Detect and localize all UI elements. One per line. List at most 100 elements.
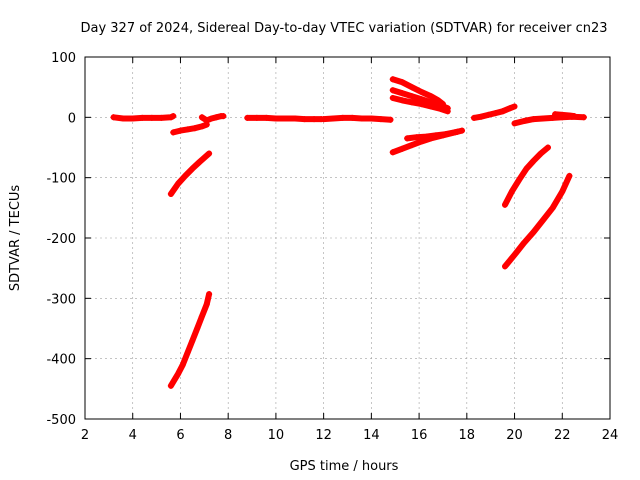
data-point-marker (502, 263, 508, 270)
data-point-marker (272, 115, 279, 122)
data-point-marker (177, 127, 184, 134)
data-point-marker (189, 165, 196, 172)
data-point-marker (540, 216, 547, 223)
data-point-marker (523, 165, 530, 172)
data-point-marker (408, 142, 415, 149)
data-point-marker (282, 115, 289, 122)
data-series-arc-16 (502, 144, 551, 208)
data-point-marker (170, 129, 177, 136)
data-point-marker (263, 114, 270, 121)
data-point-marker (545, 144, 551, 151)
data-point-marker (167, 191, 174, 197)
x-tick-label: 2 (81, 428, 89, 443)
data-series-arc-6 (167, 150, 213, 197)
data-point-marker (432, 132, 439, 139)
x-axis-title: GPS time / hours (290, 459, 399, 474)
data-point-marker (349, 114, 356, 121)
data-point-marker (399, 79, 406, 86)
x-tick-label: 6 (176, 428, 184, 443)
data-point-marker (423, 133, 430, 140)
data-point-marker (540, 115, 547, 122)
data-point-marker (566, 172, 573, 179)
data-point-marker (253, 114, 260, 121)
data-point-marker (399, 145, 406, 152)
data-point-marker (499, 108, 506, 115)
data-point-marker (516, 176, 523, 183)
data-point-marker (502, 201, 508, 208)
x-tick-label: 16 (411, 428, 428, 443)
data-point-marker (208, 115, 215, 122)
data-point-marker (196, 159, 203, 165)
data-point-marker (201, 154, 208, 161)
data-point-marker (182, 172, 189, 179)
data-point-marker (580, 114, 587, 121)
data-point-marker (428, 103, 434, 110)
data-point-marker (189, 337, 196, 344)
data-point-marker (170, 113, 177, 120)
x-tick-label: 8 (224, 428, 232, 443)
data-point-marker (521, 118, 528, 124)
data-series-arc-17 (502, 172, 573, 270)
data-point-marker (184, 126, 191, 133)
data-point-marker (148, 114, 155, 121)
data-point-marker (213, 114, 220, 121)
data-point-marker (549, 204, 556, 211)
data-point-marker (167, 382, 174, 389)
x-tick-label: 20 (506, 428, 523, 443)
data-point-marker (358, 115, 365, 122)
data-point-marker (320, 116, 327, 123)
data-point-marker (139, 114, 146, 121)
data-point-marker (444, 108, 451, 115)
y-tick-label: -100 (46, 172, 76, 187)
y-tick-label: -500 (46, 413, 76, 428)
data-point-marker (511, 120, 518, 127)
data-point-marker (408, 84, 415, 91)
x-tick-label: 12 (315, 428, 332, 443)
data-point-marker (571, 113, 578, 120)
data-point-marker (389, 76, 396, 83)
data-point-marker (408, 93, 415, 100)
data-point-marker (413, 134, 420, 141)
data-point-marker (471, 114, 477, 121)
data-series-trace (502, 172, 573, 270)
data-point-marker (506, 105, 513, 112)
data-point-marker (191, 125, 198, 132)
data-point-marker (552, 111, 559, 118)
y-tick-label: 0 (68, 111, 76, 126)
y-tick-label: 100 (51, 51, 76, 66)
data-point-marker (437, 105, 444, 112)
data-point-marker (194, 325, 201, 332)
data-point-marker (530, 116, 537, 123)
data-point-marker (377, 116, 384, 123)
data-point-marker (492, 110, 499, 117)
data-point-marker (203, 117, 210, 124)
chart-title: Day 327 of 2024, Sidereal Day-to-day VTE… (80, 21, 607, 36)
data-point-marker (389, 87, 396, 94)
data-point-marker (454, 128, 461, 135)
data-point-marker (511, 251, 518, 258)
data-point-marker (428, 93, 434, 100)
data-point-marker (418, 101, 425, 108)
data-point-marker (330, 115, 337, 122)
data-point-marker (368, 115, 375, 122)
data-point-marker (389, 149, 396, 156)
data-point-marker (198, 313, 205, 320)
x-tick-label: 18 (459, 428, 476, 443)
data-point-marker (292, 115, 298, 122)
data-point-marker (220, 113, 227, 120)
x-tick-label: 10 (268, 428, 285, 443)
data-point-marker (184, 349, 191, 356)
data-point-marker (120, 115, 127, 122)
data-point-marker (175, 370, 182, 377)
data-point-marker (203, 301, 210, 308)
data-point-marker (559, 188, 566, 195)
data-point-marker (387, 116, 394, 123)
data-point-marker (301, 116, 308, 123)
data-point-marker (158, 114, 165, 121)
data-points (110, 76, 587, 389)
data-point-marker (198, 114, 205, 121)
y-tick-label: -400 (46, 353, 76, 368)
data-point-marker (559, 111, 566, 118)
data-point-marker (399, 90, 406, 97)
